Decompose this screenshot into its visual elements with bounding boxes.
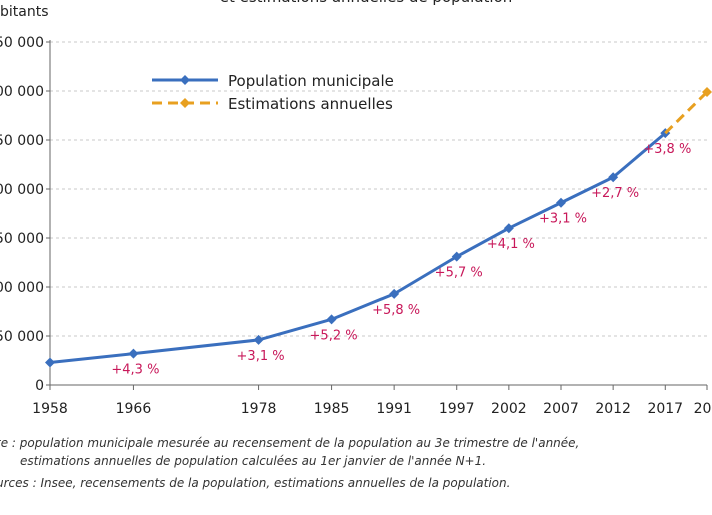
- y-axis-label: bitants: [0, 4, 49, 20]
- growth-annotation: +4,3 %: [111, 363, 159, 378]
- growth-annotation: +3,1 %: [539, 212, 587, 227]
- x-tick-label: 2002: [491, 401, 527, 417]
- chart-title: et estimations annuelles de population: [220, 0, 513, 6]
- y-tick-label: 00 000: [0, 84, 44, 100]
- y-tick-label: 0: [35, 378, 44, 394]
- growth-annotation: +3,8 %: [643, 142, 691, 157]
- chart-note-line-1: te : population municipale mesurée au re…: [0, 436, 580, 450]
- chart-sources: urces : Insee, recensements de la popula…: [0, 476, 511, 490]
- y-tick-label: 00 000: [0, 280, 44, 296]
- y-tick-label: 50 000: [0, 35, 44, 51]
- data-point: [326, 314, 337, 325]
- legend-label: Population municipale: [228, 72, 394, 90]
- x-tick-label: 1958: [32, 401, 68, 417]
- legend-marker-0: [180, 75, 190, 85]
- x-tick-label: 2017: [647, 401, 683, 417]
- x-tick-label: 1966: [116, 401, 152, 417]
- data-point: [128, 348, 139, 359]
- growth-annotation: +4,1 %: [487, 237, 535, 252]
- data-point: [45, 357, 55, 368]
- growth-annotation: +5,8 %: [372, 303, 420, 318]
- data-point: [503, 223, 514, 234]
- data-point: [253, 334, 264, 345]
- y-tick-label: 50 000: [0, 231, 44, 247]
- data-point: [608, 172, 619, 183]
- y-tick-label: 50 000: [0, 329, 44, 345]
- population-line-chart: et estimations annuelles de population bi…: [0, 0, 712, 417]
- x-tick-label: 2012: [595, 401, 631, 417]
- y-tick-label: 00 000: [0, 182, 44, 198]
- x-tick-label: 1985: [314, 401, 350, 417]
- growth-annotation: +2,7 %: [591, 186, 639, 201]
- y-tick-label: 50 000: [0, 133, 44, 149]
- data-point: [702, 86, 712, 97]
- legend-marker-1: [180, 98, 190, 108]
- data-point: [389, 288, 400, 299]
- chart-note-line-2: estimations annuelles de population calc…: [20, 454, 487, 468]
- growth-annotation: +5,7 %: [435, 266, 483, 281]
- legend-label: Estimations annuelles: [228, 95, 393, 113]
- growth-annotation: +3,1 %: [237, 349, 285, 364]
- series-line-0: [49, 131, 667, 364]
- growth-annotation: +5,2 %: [310, 328, 358, 343]
- x-tick-label: 1991: [376, 401, 412, 417]
- x-tick-label: 202: [694, 401, 712, 417]
- data-point: [556, 197, 566, 208]
- x-tick-label: 2007: [543, 401, 579, 417]
- series-line-1: [664, 90, 709, 135]
- x-tick-label: 1978: [241, 401, 277, 417]
- data-point: [451, 251, 462, 262]
- x-tick-label: 1997: [439, 401, 475, 417]
